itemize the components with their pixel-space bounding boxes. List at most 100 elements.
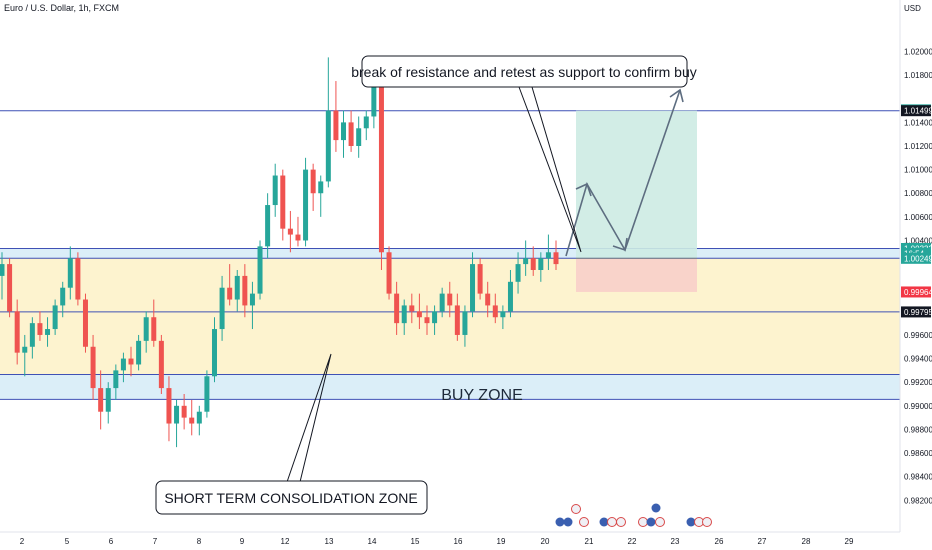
candle bbox=[143, 311, 149, 353]
candle bbox=[538, 252, 544, 282]
event-marker bbox=[563, 517, 573, 527]
candle bbox=[318, 175, 324, 217]
x-tick-label: 29 bbox=[845, 537, 854, 546]
price-tag: 0.99964 bbox=[901, 286, 932, 298]
candle bbox=[454, 293, 460, 341]
candle bbox=[158, 334, 164, 394]
price-tag-text: 0.99964 bbox=[904, 288, 932, 297]
candle-body bbox=[128, 358, 134, 365]
candle-body bbox=[439, 293, 445, 312]
long-position-tool bbox=[576, 110, 697, 292]
candle-body bbox=[67, 258, 73, 288]
candle bbox=[447, 281, 453, 318]
projection-arrow-head-1 bbox=[575, 182, 592, 197]
candle bbox=[29, 317, 35, 359]
candle-body bbox=[401, 305, 407, 324]
candle-body bbox=[120, 358, 126, 371]
candle bbox=[249, 281, 255, 330]
callout-bottom: SHORT TERM CONSOLIDATION ZONE bbox=[155, 480, 428, 515]
y-tick-label: 1.01800 bbox=[904, 71, 932, 80]
candle bbox=[204, 370, 210, 418]
x-tick-label: 8 bbox=[197, 537, 202, 546]
x-tick-label: 16 bbox=[454, 537, 463, 546]
event-marker bbox=[607, 517, 617, 527]
candle-body bbox=[356, 128, 362, 146]
candle-body bbox=[348, 122, 354, 146]
candle bbox=[409, 293, 415, 324]
zone-resistance-band bbox=[0, 248, 900, 259]
candle-body bbox=[295, 234, 301, 241]
candle-body bbox=[318, 181, 324, 194]
x-tick-label: 5 bbox=[65, 537, 70, 546]
price-tag-text: 1.01499 bbox=[904, 107, 932, 116]
y-tick-label: 1.01200 bbox=[904, 142, 932, 151]
candle-body bbox=[7, 264, 13, 312]
event-marker bbox=[616, 517, 626, 527]
candle bbox=[492, 293, 498, 324]
candle bbox=[545, 234, 551, 270]
event-marker bbox=[655, 517, 665, 527]
candle-body bbox=[211, 329, 217, 377]
candle bbox=[470, 252, 476, 318]
x-tick-label: 23 bbox=[671, 537, 680, 546]
event-marker bbox=[651, 503, 661, 513]
event-marker bbox=[702, 517, 712, 527]
projection-arrow-head-3 bbox=[669, 88, 684, 103]
candle-body bbox=[280, 175, 286, 229]
x-tick-label: 21 bbox=[585, 537, 594, 546]
candle-body bbox=[371, 86, 377, 117]
candle bbox=[485, 281, 491, 318]
candle-body bbox=[432, 311, 438, 324]
candle-body bbox=[424, 317, 430, 324]
candle bbox=[416, 293, 422, 330]
candle-body bbox=[500, 311, 506, 318]
candle bbox=[227, 264, 233, 306]
candle-body bbox=[553, 252, 559, 265]
candle-body bbox=[82, 299, 88, 347]
candle bbox=[219, 275, 225, 341]
candle-body bbox=[174, 405, 180, 424]
candle-body bbox=[257, 246, 263, 294]
y-tick-label: 1.00400 bbox=[904, 236, 932, 245]
candle-body bbox=[310, 169, 316, 194]
y-tick-label: 0.99000 bbox=[904, 402, 932, 411]
event-marker bbox=[555, 517, 565, 527]
candle bbox=[378, 75, 384, 270]
candle bbox=[151, 299, 157, 347]
candle-body bbox=[515, 264, 521, 282]
price-tag-box bbox=[901, 252, 931, 264]
currency-label: USD bbox=[904, 4, 921, 13]
candle bbox=[60, 281, 66, 318]
candle bbox=[523, 240, 529, 276]
candle bbox=[310, 163, 316, 211]
candle-body bbox=[45, 329, 51, 335]
x-tick-label: 27 bbox=[758, 537, 767, 546]
candle bbox=[7, 258, 13, 318]
candle bbox=[356, 116, 362, 158]
candle-body bbox=[523, 258, 529, 265]
candle-body bbox=[447, 293, 453, 306]
candle-body bbox=[234, 275, 240, 300]
candle-body bbox=[219, 287, 225, 330]
candle-body bbox=[454, 305, 460, 335]
candle-body bbox=[249, 293, 255, 306]
candle-body bbox=[151, 317, 157, 341]
price-tags: 1.015061.014991.0033216:541.002490.99964… bbox=[901, 104, 932, 318]
buy-zone-label: BUY ZONE bbox=[441, 387, 523, 404]
candle-body bbox=[363, 116, 369, 129]
price-tag: 1.00249 bbox=[901, 252, 932, 264]
y-tick-label: 0.99600 bbox=[904, 331, 932, 340]
x-tick-label: 20 bbox=[541, 537, 550, 546]
candle-body bbox=[90, 346, 96, 389]
x-axis-ticks: 2 5 6 7 8 9 12 13 14 15 16 19 20 21 22 23 26 27 28 29 bbox=[20, 537, 854, 546]
x-tick-label: 22 bbox=[628, 537, 637, 546]
candle bbox=[553, 240, 559, 270]
candle-body bbox=[158, 340, 164, 389]
candle-body bbox=[98, 388, 104, 412]
y-tick-label: 0.98600 bbox=[904, 449, 932, 458]
position-profit-area bbox=[576, 110, 697, 259]
x-tick-label: 28 bbox=[802, 537, 811, 546]
y-tick-label: 0.99200 bbox=[904, 378, 932, 387]
candle bbox=[105, 382, 111, 424]
price-tag-text: 1.00249 bbox=[904, 254, 932, 263]
